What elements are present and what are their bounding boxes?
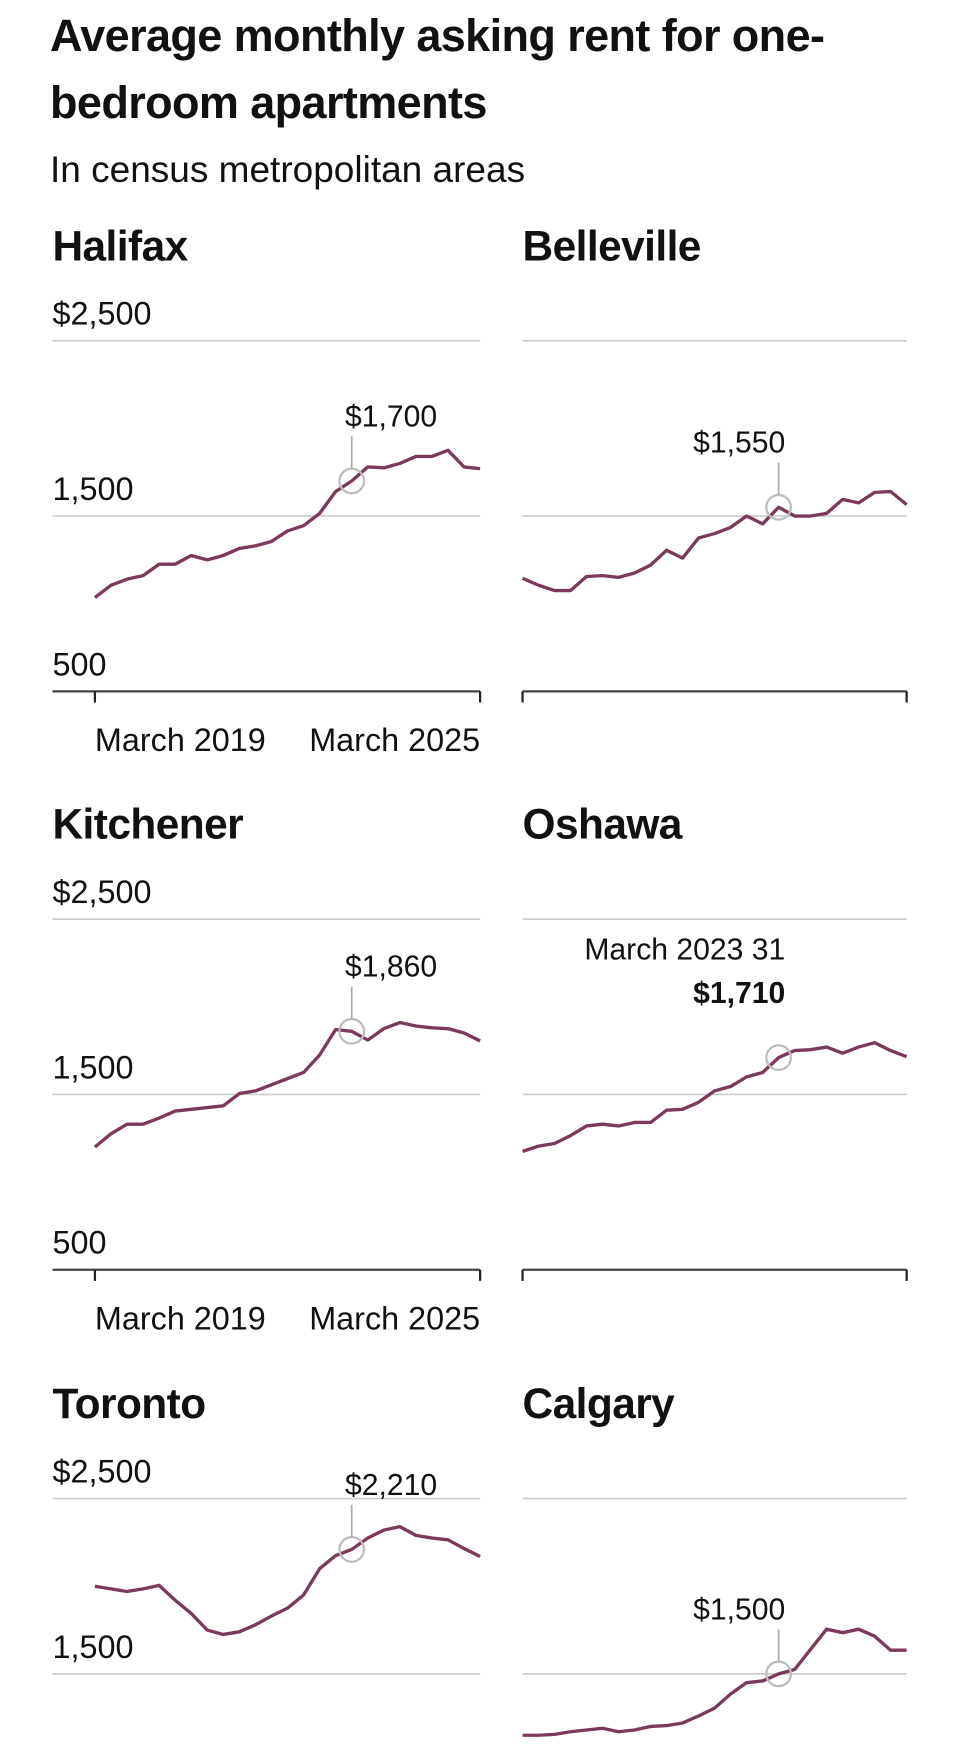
x-tick-label: March 2025: [309, 1301, 480, 1337]
panel-title: Halifax: [52, 222, 188, 269]
highlight-marker: [765, 1044, 793, 1071]
value-label: $1,550: [693, 427, 785, 460]
data-line: [522, 1041, 908, 1153]
page-subtitle: In census metropolitan areas: [50, 149, 526, 190]
annotation: March 2023 31: [584, 933, 785, 966]
data-line: [94, 1524, 481, 1637]
panel-title: Kitchener: [52, 801, 243, 848]
x-tick-label: March 2019: [95, 1301, 266, 1337]
y-tick-label: $2,500: [52, 1454, 151, 1490]
data-line: [521, 489, 908, 593]
y-tick-label: 1,500: [52, 1049, 133, 1085]
y-tick-label: 1,500: [52, 1629, 133, 1665]
panel-title: Calgary: [523, 1380, 676, 1427]
y-tick-label: 1,500: [52, 471, 133, 507]
panel-title: Belleville: [523, 222, 701, 269]
panel-title: Toronto: [52, 1380, 205, 1427]
value-label: $1,700: [345, 400, 437, 433]
y-tick-label: $2,500: [52, 874, 151, 910]
y-tick-label: 500: [52, 646, 106, 682]
data-line: [93, 1020, 481, 1149]
value-label: $2,210: [345, 1469, 437, 1502]
page-title: Average monthly asking rent for one-bedr…: [50, 10, 825, 128]
value-label: $1,860: [345, 951, 437, 984]
x-tick-label: March 2025: [309, 722, 480, 758]
panel-title: Oshawa: [523, 801, 683, 848]
x-tick-label: March 2019: [95, 722, 266, 758]
value-label: $1,500: [693, 1593, 785, 1626]
data-line: [522, 1627, 907, 1737]
y-tick-label: $2,500: [52, 296, 151, 332]
data-line: [93, 448, 481, 599]
value-label: $1,710: [693, 977, 785, 1010]
y-tick-label: 500: [52, 1225, 106, 1261]
